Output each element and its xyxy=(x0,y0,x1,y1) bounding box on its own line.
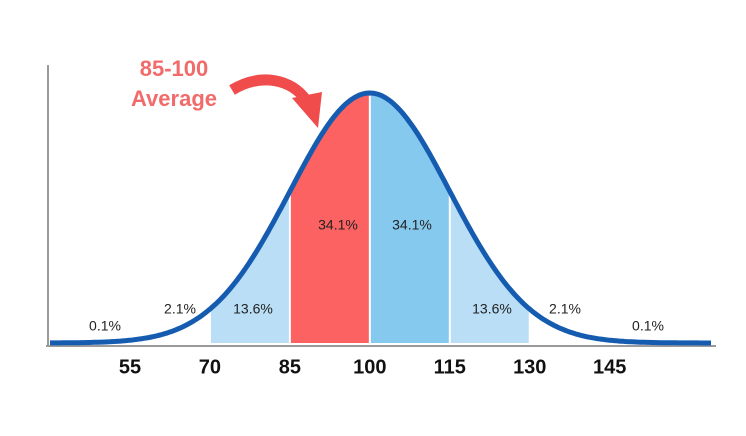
annotation: 85-100 xyxy=(140,56,209,81)
x-tick-label: 85 xyxy=(279,356,301,378)
bell-curve xyxy=(49,90,712,346)
regions xyxy=(50,93,711,343)
value-label: 2.1% xyxy=(164,301,196,317)
value-label: 0.1% xyxy=(89,318,121,334)
value-label: 34.1% xyxy=(318,217,358,233)
labels: 55 70 85 100 115 130 145 0.1% 2.1% 13.6% 34.1% 34.1… xyxy=(89,217,664,379)
annotation: Average xyxy=(131,86,217,111)
value-label: 34.1% xyxy=(392,217,432,233)
region xyxy=(130,309,210,343)
x-tick-label: 55 xyxy=(119,356,141,378)
region xyxy=(529,309,610,343)
x-tick-label: 130 xyxy=(513,356,546,378)
value-label: 2.1% xyxy=(549,301,581,317)
x-tick-label: 145 xyxy=(593,356,626,378)
x-tick-label: 70 xyxy=(199,356,221,378)
annotation-arrowhead xyxy=(292,92,322,128)
x-tick-label: 115 xyxy=(434,356,466,378)
x-tick-label: 100 xyxy=(353,356,386,378)
curve-layer xyxy=(49,90,712,346)
value-label: 0.1% xyxy=(632,318,664,334)
value-label: 13.6% xyxy=(472,301,512,317)
annotation-arrow xyxy=(229,74,311,104)
value-label: 13.6% xyxy=(233,301,273,317)
